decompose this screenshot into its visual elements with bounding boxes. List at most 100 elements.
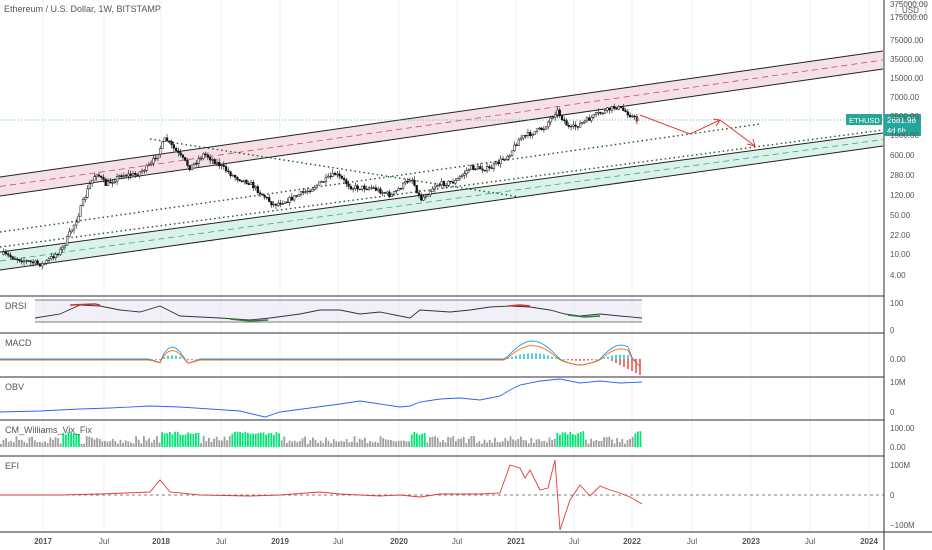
projection-arrow-head-2 (746, 138, 756, 147)
vix-fix-bar (374, 441, 377, 447)
vix-fix-bar (356, 442, 358, 447)
candle-body (367, 187, 371, 190)
vix-fix-bar (49, 437, 52, 447)
vix-fix-bar (504, 438, 507, 447)
price-axis-label: 22.00 (890, 231, 911, 240)
candle-body (254, 186, 257, 189)
vix-fix-bar (291, 441, 293, 447)
price-axis[interactable]: 375000.00 175000.00 75000.00 35000.00 15000.… (890, 0, 928, 280)
macd-histogram-bar (535, 353, 537, 359)
vix-fix-bar (226, 440, 228, 447)
vix-fix-bar (5, 438, 7, 447)
candle-body (245, 179, 248, 184)
candle-body (454, 180, 457, 184)
vix-fix-bar (517, 438, 520, 447)
candle-body (174, 147, 178, 152)
candle-body (152, 157, 155, 164)
candle-body (626, 111, 629, 116)
candle-body (313, 187, 316, 190)
vix-fix-bar (410, 434, 413, 447)
candle-body (218, 162, 221, 167)
pane-tick-label: 10M (890, 378, 906, 387)
time-axis-label: Jul (333, 537, 343, 546)
vix-fix-bar (338, 441, 340, 447)
candle-body (501, 158, 505, 160)
candle-body (190, 164, 194, 171)
vix-fix-bar (124, 440, 127, 447)
drsi-highs-2 (507, 304, 531, 307)
candle-body (533, 131, 536, 135)
vix-fix-bar (379, 436, 382, 447)
candle-body (567, 125, 570, 127)
vix-fix-bar (0, 443, 2, 447)
vix-fix-bar (293, 440, 296, 447)
candle-body (102, 177, 105, 180)
candle-body (408, 180, 412, 183)
macd-histogram-bar (587, 359, 589, 361)
candle-body (606, 107, 609, 111)
candle-body (449, 180, 452, 183)
vix-fix-bar (265, 434, 267, 447)
vix-fix-bar (23, 441, 26, 447)
vix-fix-bar (20, 439, 23, 447)
candle-body (479, 166, 482, 170)
candle-body (347, 183, 350, 187)
candle-body (179, 152, 182, 156)
vix-fix-bar (382, 438, 384, 447)
candle-body (220, 164, 223, 167)
vix-fix-bar (260, 432, 262, 447)
candle-body (172, 144, 175, 149)
pane-label: OBV (5, 382, 24, 392)
vix-fix-bar (241, 432, 244, 447)
vix-fix-bar (254, 433, 257, 447)
vix-fix-bar (262, 432, 265, 447)
candle-body (458, 176, 462, 179)
vix-fix-bar (270, 433, 273, 447)
vix-fix-bar (111, 438, 114, 447)
vix-fix-bar (197, 432, 200, 447)
candle-body (184, 157, 187, 161)
candle-body (422, 196, 425, 201)
candle-body (579, 123, 582, 128)
candle-body (188, 165, 191, 171)
vix-fix-bar (340, 440, 343, 447)
vix-fix-bar (483, 439, 486, 447)
candle-body (261, 193, 264, 196)
candle-body (363, 185, 366, 190)
candle-body (22, 260, 26, 263)
candle-body (529, 132, 532, 137)
vix-fix-bar (114, 441, 117, 447)
candle-body (93, 176, 96, 181)
currency-button[interactable]: USD (895, 2, 927, 17)
candle-body (603, 109, 607, 114)
vix-fix-bar (608, 436, 611, 447)
obv-pane (0, 378, 643, 418)
vix-fix-bar (449, 437, 452, 447)
pane-tick-label: 100 (890, 299, 904, 308)
vix-fix-bar (163, 433, 166, 447)
vix-fix-bar (252, 433, 254, 447)
vix-fix-bar (330, 443, 332, 447)
candle-body (388, 191, 391, 197)
candle-body (329, 175, 332, 178)
macd-histogram-bar (515, 355, 517, 359)
vix-fix-bar (156, 436, 158, 447)
vix-fix-bar (135, 436, 137, 447)
pane-tick-label: −100M (890, 521, 915, 530)
pane-tick-label: 100.00 (890, 424, 915, 433)
currency-button-label: USD (902, 6, 919, 15)
candle-body (404, 181, 407, 184)
vix-fix-bar (548, 437, 551, 447)
candle-body (415, 185, 418, 194)
macd-histogram-bar (163, 357, 165, 359)
price-axis-label: 3500.00 (890, 112, 919, 121)
candle-body (574, 124, 577, 127)
candle-body (413, 179, 416, 186)
vix-fix-bar (228, 436, 231, 447)
candle-body (204, 153, 207, 156)
time-axis[interactable]: 2017 Jul 2018 Jul 2019 Jul 2020 Jul 2021 Jul 2022 J… (34, 537, 878, 546)
vix-fix-bar (301, 438, 304, 447)
candle-body (4, 251, 8, 254)
vix-fix-bar (2, 439, 5, 447)
vix-fix-bar (234, 431, 236, 447)
